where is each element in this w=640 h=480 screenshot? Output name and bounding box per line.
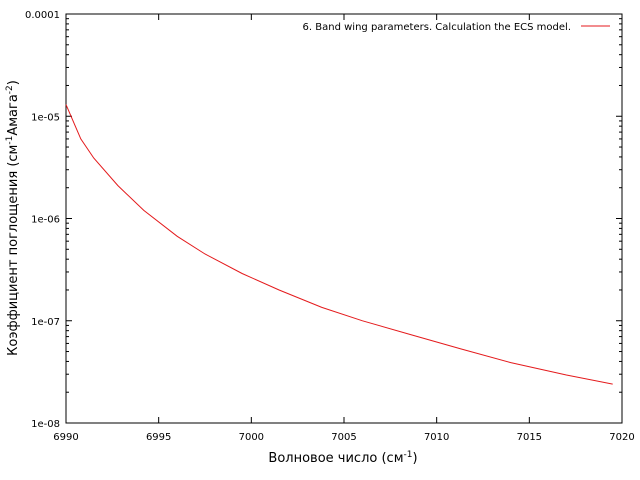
plot-frame [65,13,623,424]
x-tick-label: 7015 [517,432,542,443]
x-tick-label: 7020 [609,432,634,443]
legend: 6. Band wing parameters. Calculation the… [303,22,610,33]
y-tick-label: 1e-05 [31,112,60,123]
x-axis-title: Волновое число (см-1) [268,450,417,466]
y-tick-label: 1e-07 [31,317,60,328]
x-tick-label: 7000 [239,432,264,443]
x-tick-label: 6995 [146,432,171,443]
y-tick-label: 1e-08 [31,419,60,430]
series-line [65,104,613,385]
y-axis-title: Коэффициент поглощения (см-1Амага-2) [5,80,21,356]
y-tick-label: 0.0001 [25,10,60,21]
y-tick-label: 1e-06 [31,215,60,226]
x-tick-label: 7010 [424,432,449,443]
y-axis-ticks: 1e-08 1e-07 1e-06 1e-05 0.0001 [25,10,622,430]
legend-label: 6. Band wing parameters. Calculation the… [303,22,571,33]
x-axis-ticks: 6990 6995 7000 7005 7010 7015 7020 [53,14,635,443]
series-layer [65,104,613,385]
x-tick-label: 6990 [53,432,78,443]
x-tick-label: 7005 [331,432,356,443]
